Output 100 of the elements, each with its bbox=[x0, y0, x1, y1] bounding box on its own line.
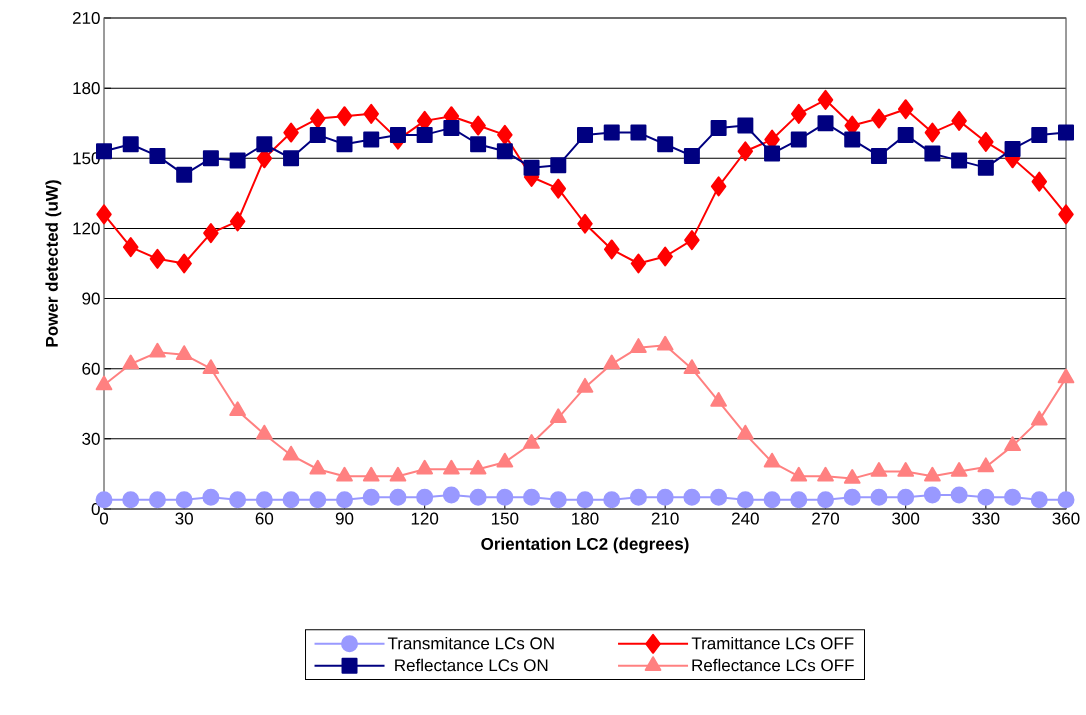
point bbox=[950, 486, 968, 504]
x-tick-label: 120 bbox=[411, 512, 439, 525]
point bbox=[1004, 488, 1022, 506]
point bbox=[255, 424, 273, 440]
point bbox=[309, 126, 326, 143]
point bbox=[389, 126, 406, 143]
point bbox=[977, 457, 995, 473]
x-tick-label: 180 bbox=[572, 512, 599, 525]
x-tick-label: 330 bbox=[972, 512, 1000, 525]
point bbox=[1058, 204, 1074, 225]
point bbox=[443, 119, 460, 136]
point bbox=[871, 108, 887, 129]
point bbox=[363, 131, 380, 148]
point bbox=[710, 119, 727, 136]
point bbox=[870, 462, 888, 477]
point bbox=[737, 141, 754, 162]
point bbox=[630, 124, 647, 141]
point bbox=[1057, 368, 1075, 384]
point bbox=[897, 488, 915, 506]
point bbox=[683, 359, 701, 374]
point bbox=[282, 491, 300, 509]
point bbox=[951, 110, 967, 131]
point bbox=[897, 99, 914, 120]
point bbox=[523, 159, 540, 176]
point bbox=[897, 126, 914, 143]
point bbox=[229, 491, 247, 509]
point bbox=[603, 239, 620, 260]
point bbox=[256, 136, 273, 153]
point bbox=[630, 338, 647, 353]
x-tick-label: 0 bbox=[99, 512, 109, 525]
point bbox=[122, 136, 139, 153]
point bbox=[737, 117, 754, 134]
point bbox=[336, 106, 353, 127]
point bbox=[363, 103, 379, 124]
x-tick-label: 210 bbox=[651, 512, 679, 525]
legend-label: Transmitance LCs ON bbox=[387, 636, 554, 650]
point bbox=[229, 152, 246, 169]
point bbox=[603, 354, 621, 370]
point bbox=[469, 488, 487, 506]
point bbox=[951, 152, 968, 169]
point bbox=[736, 491, 754, 509]
point bbox=[496, 488, 514, 506]
point bbox=[763, 452, 781, 468]
point bbox=[549, 491, 567, 509]
point bbox=[1031, 171, 1048, 192]
point bbox=[309, 491, 327, 509]
point bbox=[523, 434, 540, 449]
point bbox=[362, 488, 380, 506]
point bbox=[1004, 436, 1021, 452]
point bbox=[790, 491, 808, 509]
point bbox=[229, 211, 246, 232]
point bbox=[791, 103, 807, 124]
y-tick-label: 180 bbox=[73, 82, 100, 95]
point bbox=[710, 391, 727, 407]
point bbox=[550, 178, 567, 199]
point bbox=[656, 488, 674, 506]
y-tick-label: 30 bbox=[82, 432, 100, 445]
point bbox=[416, 488, 434, 506]
legend-label: Reflectance LCs ON bbox=[395, 658, 548, 672]
point bbox=[657, 136, 674, 153]
point bbox=[790, 466, 808, 482]
legend-label: Tramittance LCs OFF bbox=[691, 636, 854, 650]
point bbox=[442, 486, 460, 504]
point bbox=[629, 488, 647, 506]
point bbox=[122, 237, 139, 258]
point bbox=[710, 176, 727, 197]
point bbox=[1030, 410, 1048, 426]
point bbox=[148, 491, 166, 509]
point bbox=[362, 466, 380, 482]
point bbox=[550, 157, 567, 174]
point bbox=[175, 345, 193, 360]
point bbox=[657, 246, 673, 267]
point bbox=[202, 488, 220, 506]
x-axis-title: Orientation LC2 (degrees) bbox=[481, 537, 689, 554]
point bbox=[817, 491, 835, 509]
point bbox=[977, 488, 995, 506]
point bbox=[470, 115, 486, 136]
x-tick-label: 150 bbox=[491, 512, 519, 525]
point bbox=[710, 488, 728, 506]
y-tick-label: 0 bbox=[91, 502, 100, 516]
point bbox=[469, 459, 487, 475]
point bbox=[122, 491, 140, 509]
point bbox=[684, 230, 700, 251]
point bbox=[202, 150, 219, 167]
x-tick-label: 300 bbox=[892, 512, 920, 525]
point bbox=[844, 131, 861, 148]
point bbox=[950, 462, 968, 477]
point bbox=[283, 150, 300, 167]
point bbox=[577, 126, 594, 143]
point bbox=[470, 136, 487, 153]
point bbox=[283, 122, 299, 143]
point bbox=[175, 491, 193, 509]
point bbox=[817, 115, 834, 132]
point bbox=[282, 445, 300, 461]
x-tick-label: 30 bbox=[175, 512, 193, 525]
point bbox=[683, 488, 701, 506]
point bbox=[736, 424, 754, 440]
point bbox=[576, 491, 594, 509]
point bbox=[817, 89, 834, 110]
x-tick-label: 60 bbox=[255, 512, 274, 525]
